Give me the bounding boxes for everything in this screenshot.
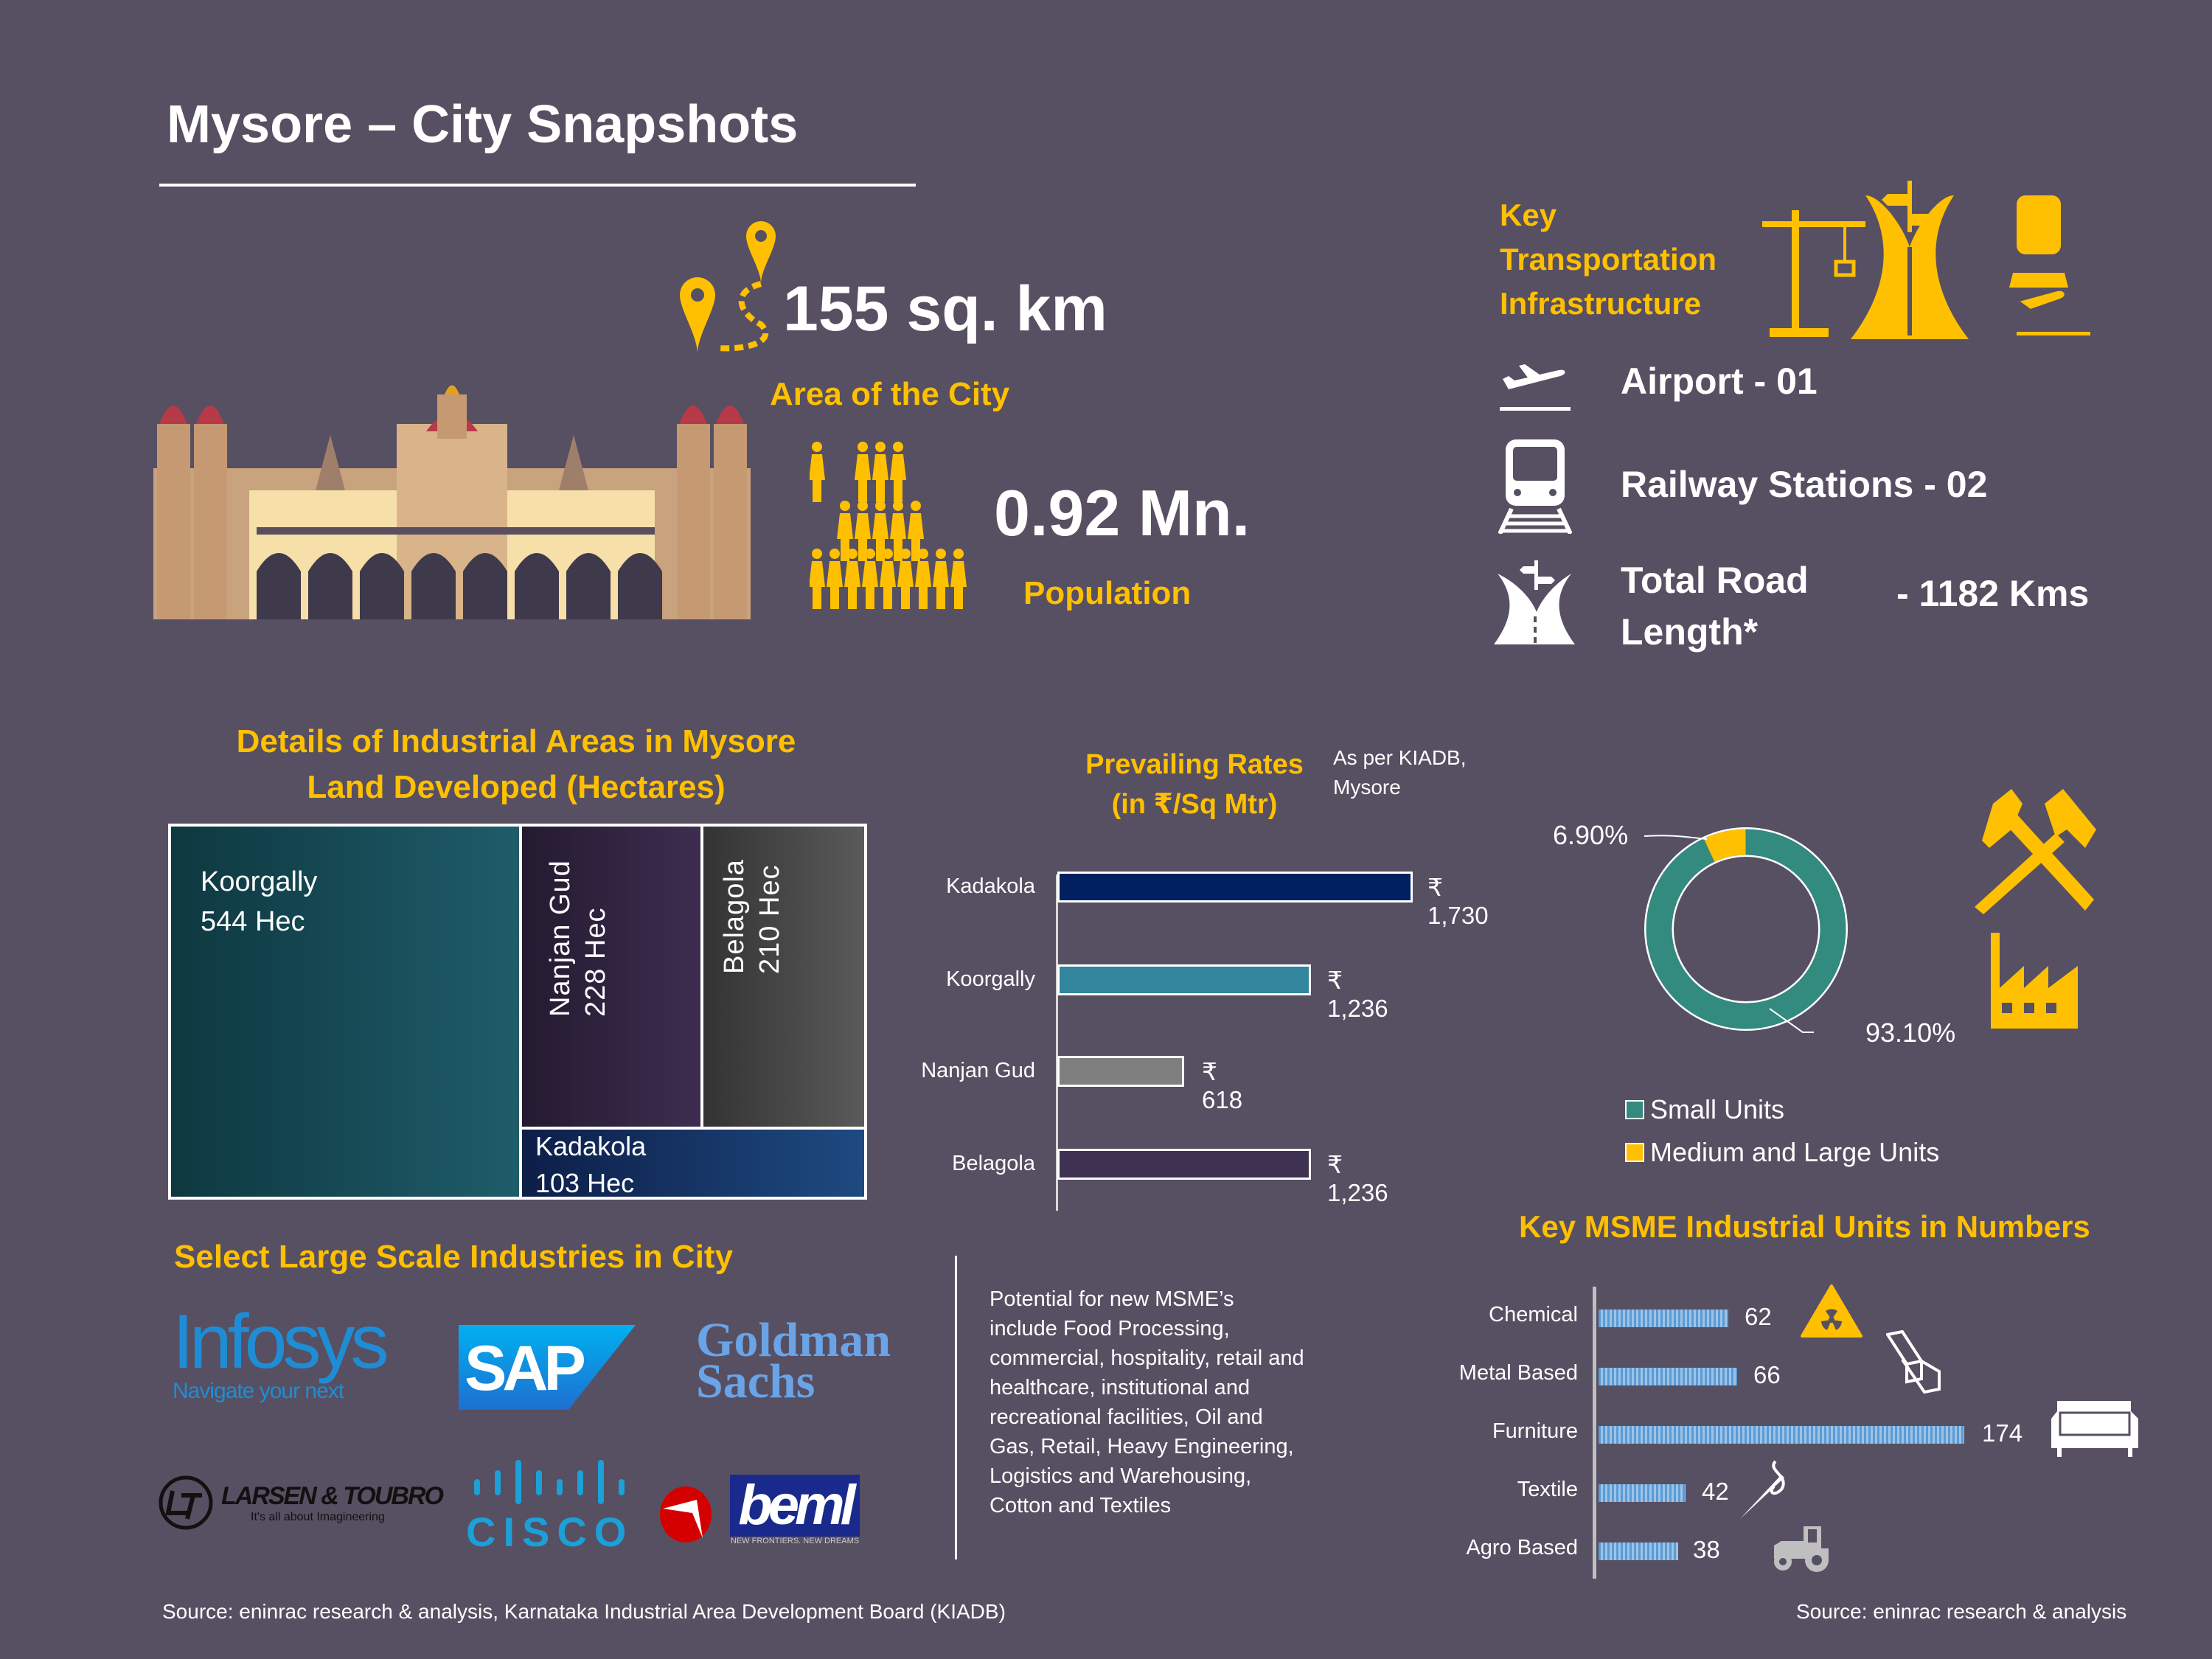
area-value: 155 sq. km: [783, 274, 1107, 344]
legend-small-units: Small Units: [1625, 1094, 1784, 1125]
msme-bar-chemical[interactable]: [1599, 1310, 1728, 1327]
crossed-hammers-icon: [1975, 789, 2096, 914]
rate-label-belagola: Belagola: [952, 1152, 1035, 1175]
msme-value-metal: 66: [1753, 1361, 1781, 1388]
road-length-label: Total Road Length*: [1621, 560, 1809, 653]
legend-medium-large-units: Medium and Large Units: [1625, 1137, 1939, 1168]
rate-value-koorgally: ₹ 1,236: [1327, 967, 1388, 1022]
rate-bar-nanjan-gud[interactable]: [1057, 1056, 1184, 1087]
logo-larsen-toubro[interactable]: LARSEN & TOUBRO It's all about Imagineer…: [158, 1475, 444, 1531]
rate-label-kadakola: Kadakola: [946, 874, 1035, 898]
rate-label-koorgally: Koorgally: [946, 967, 1035, 991]
donut-leader-lines: [1644, 835, 1814, 1033]
units-donut-chart: [1643, 826, 1849, 1032]
area-label: Area of the City: [770, 376, 1010, 412]
msme-potential-text: Potential for new MSME’s include Food Pr…: [990, 1287, 1304, 1517]
msme-value-agro: 38: [1693, 1536, 1720, 1563]
red-swoosh-logo[interactable]: [660, 1486, 712, 1543]
title-underline: [159, 184, 916, 187]
population-label: Population: [1023, 575, 1192, 611]
logo-cisco[interactable]: CISCO: [466, 1460, 633, 1556]
msme-value-textile: 42: [1702, 1478, 1729, 1505]
road-length-value: - 1182 Kms: [1896, 573, 2090, 614]
rates-title: Prevailing Rates (in ₹/Sq Mtr): [1085, 749, 1304, 820]
legend-swatch-yellow: [1625, 1143, 1644, 1162]
tile-nanjan-gud[interactable]: Nanjan Gud 228 Hec: [522, 827, 700, 1127]
rates-note: As per KIADB, Mysore: [1333, 746, 1467, 799]
source-left: Source: eninrac research & analysis, Kar…: [162, 1600, 1006, 1623]
cisco-bars-icon: [473, 1460, 625, 1504]
msme-label-agro: Agro Based: [1466, 1536, 1578, 1559]
donut-segment-small[interactable]: [1646, 829, 1846, 1029]
rates-axis: [1056, 874, 1058, 1211]
logo-beml[interactable]: beml NEW FRONTIERS. NEW DREAMS: [730, 1474, 860, 1545]
rate-value-kadakola: ₹ 1,730: [1427, 874, 1489, 929]
msme-bar-furniture[interactable]: [1599, 1426, 1964, 1444]
factory-icon: [1991, 933, 2078, 1029]
msme-axis: [1593, 1287, 1596, 1579]
radiation-warning-icon: [1801, 1284, 1863, 1338]
rate-bar-belagola[interactable]: [1057, 1149, 1311, 1180]
airport-count: Airport - 01: [1621, 361, 1818, 402]
tile-belagola[interactable]: Belagola 210 Hec: [703, 827, 864, 1127]
lt-emblem-icon: [159, 1475, 213, 1530]
logo-goldman-sachs[interactable]: Goldman Sachs: [696, 1313, 891, 1408]
logo-sap[interactable]: SAP: [459, 1325, 636, 1410]
donut-label-medium: 6.90%: [1553, 820, 1629, 850]
road-icon: [1494, 560, 1575, 644]
msme-label-metal: Metal Based: [1458, 1361, 1578, 1385]
rate-value-belagola: ₹ 1,236: [1327, 1151, 1388, 1206]
logo-infosys[interactable]: Infosys Navigate your next: [173, 1299, 389, 1403]
industries-title: Select Large Scale Industries in City: [174, 1239, 734, 1275]
sofa-icon: [2051, 1401, 2138, 1457]
msme-label-furniture: Furniture: [1492, 1419, 1578, 1443]
potential-divider: [955, 1256, 957, 1559]
donut-segment-medium[interactable]: [1643, 826, 1849, 1032]
railway-stations-count: Railway Stations - 02: [1621, 464, 1988, 505]
people-pyramid-icon: [810, 442, 967, 609]
swoosh-icon: [663, 1500, 703, 1538]
msme-value-furniture: 174: [1982, 1419, 2023, 1447]
rate-bar-kadakola[interactable]: [1057, 872, 1413, 902]
msme-title: Key MSME Industrial Units in Numbers: [1519, 1209, 2090, 1244]
industrial-areas-treemap: Koorgally 544 Hec Nanjan Gud 228 Hec Bel…: [168, 824, 867, 1200]
donut-label-small: 93.10%: [1865, 1018, 1956, 1048]
msme-label-textile: Textile: [1517, 1478, 1578, 1501]
rate-value-nanjan-gud: ₹ 618: [1202, 1058, 1243, 1113]
msme-label-chemical: Chemical: [1489, 1303, 1578, 1326]
msme-bar-metal[interactable]: [1599, 1368, 1737, 1385]
needle-thread-icon: [1740, 1460, 1785, 1519]
mysore-palace-illustration: [153, 385, 751, 619]
transport-heading: Key Transportation Infrastructure: [1500, 198, 1717, 321]
msme-bar-textile[interactable]: [1599, 1484, 1686, 1502]
population-value: 0.92 Mn.: [994, 476, 1251, 549]
msme-value-chemical: 62: [1745, 1303, 1772, 1330]
transport-infrastructure-icon: [1762, 181, 2090, 339]
train-icon: [1498, 439, 1572, 534]
source-right: Source: eninrac research & analysis: [1796, 1600, 2127, 1623]
route-pin-icon: [680, 221, 776, 354]
steel-beam-icon: [1886, 1330, 1941, 1394]
tractor-icon: [1774, 1526, 1829, 1572]
tile-koorgally[interactable]: Koorgally 544 Hec: [171, 827, 519, 1197]
legend-swatch-teal: [1625, 1100, 1644, 1119]
rate-bar-koorgally[interactable]: [1057, 964, 1311, 995]
treemap-title: Details of Industrial Areas in Mysore La…: [236, 723, 796, 805]
airplane-icon: [1500, 364, 1571, 411]
tile-kadakola[interactable]: Kadakola 103 Hec: [522, 1130, 864, 1198]
page-title: Mysore – City Snapshots: [167, 95, 799, 154]
msme-bar-agro[interactable]: [1599, 1543, 1678, 1560]
rate-label-nanjan-gud: Nanjan Gud: [921, 1059, 1035, 1082]
